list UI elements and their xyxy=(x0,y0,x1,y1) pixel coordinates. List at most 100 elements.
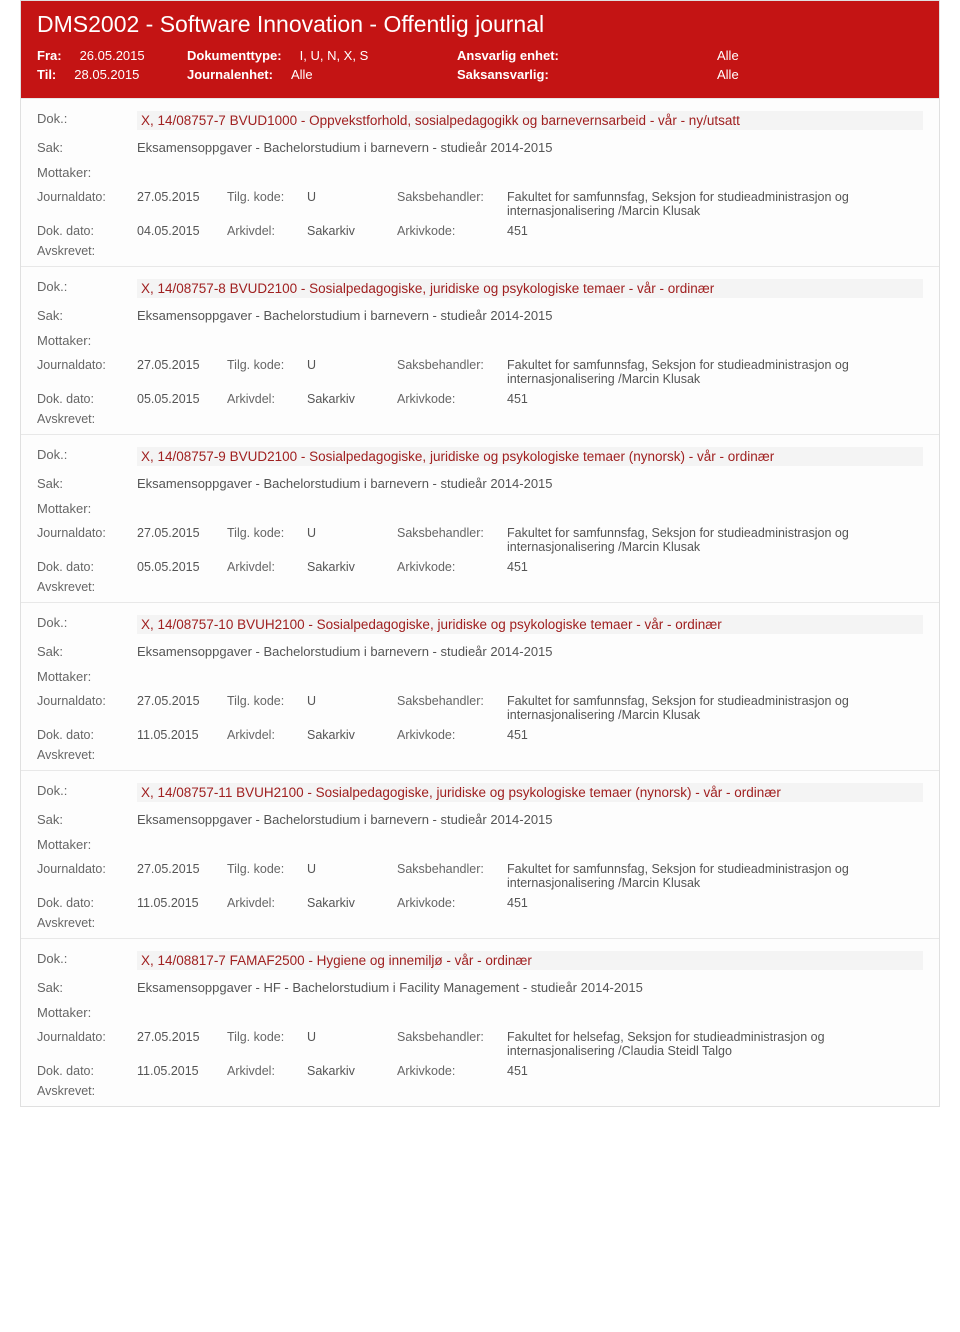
dokdato-value: 05.05.2015 xyxy=(137,560,227,574)
tilgkode-value: U xyxy=(307,526,397,540)
dokdato-label: Dok. dato: xyxy=(37,224,137,238)
journaldato-label: Journaldato: xyxy=(37,526,137,540)
journaldato-value: 27.05.2015 xyxy=(137,694,227,708)
arkivdel-label: Arkivdel: xyxy=(227,728,307,742)
dok-label: Dok.: xyxy=(37,447,137,466)
journaldato-value: 27.05.2015 xyxy=(137,526,227,540)
dok-value: X, 14/08757-11 BVUH2100 - Sosialpedagogi… xyxy=(137,783,923,802)
journal-entry: Dok.: X, 14/08817-7 FAMAF2500 - Hygiene … xyxy=(21,938,939,1106)
journaldato-value: 27.05.2015 xyxy=(137,190,227,204)
sak-label: Sak: xyxy=(37,812,137,827)
mottaker-label: Mottaker: xyxy=(37,501,137,516)
arkivkode-value: 451 xyxy=(507,224,923,238)
dok-value: X, 14/08757-7 BVUD1000 - Oppvekstforhold… xyxy=(137,111,923,130)
entries-container: Dok.: X, 14/08757-7 BVUD1000 - Oppvekstf… xyxy=(21,98,939,1106)
dokdato-label: Dok. dato: xyxy=(37,896,137,910)
journalenhet-value: Alle xyxy=(291,67,313,82)
saksbehandler-value: Fakultet for samfunnsfag, Seksjon for st… xyxy=(507,190,923,218)
avskrevet-label: Avskrevet: xyxy=(37,412,923,426)
tilgkode-value: U xyxy=(307,190,397,204)
arkivdel-value: Sakarkiv xyxy=(307,560,397,574)
saksbehandler-value: Fakultet for helsefag, Seksjon for studi… xyxy=(507,1030,923,1058)
saksbehandler-label: Saksbehandler: xyxy=(397,862,507,876)
avskrevet-label: Avskrevet: xyxy=(37,580,923,594)
avskrevet-label: Avskrevet: xyxy=(37,244,923,258)
arkivkode-label: Arkivkode: xyxy=(397,896,507,910)
saksbehandler-value: Fakultet for samfunnsfag, Seksjon for st… xyxy=(507,358,923,386)
dok-value: X, 14/08757-8 BVUD2100 - Sosialpedagogis… xyxy=(137,279,923,298)
sak-value: Eksamensoppgaver - Bachelorstudium i bar… xyxy=(137,476,553,491)
avskrevet-label: Avskrevet: xyxy=(37,748,923,762)
doktype-label: Dokumenttype: xyxy=(187,48,282,63)
fra-value: 26.05.2015 xyxy=(80,48,145,63)
arkivdel-value: Sakarkiv xyxy=(307,896,397,910)
dokdato-value: 05.05.2015 xyxy=(137,392,227,406)
saksbehandler-label: Saksbehandler: xyxy=(397,694,507,708)
sak-value: Eksamensoppgaver - Bachelorstudium i bar… xyxy=(137,308,553,323)
journal-entry: Dok.: X, 14/08757-7 BVUD1000 - Oppvekstf… xyxy=(21,98,939,266)
dokdato-value: 11.05.2015 xyxy=(137,1064,227,1078)
journalenhet-label: Journalenhet: xyxy=(187,67,273,82)
journaldato-value: 27.05.2015 xyxy=(137,358,227,372)
dok-value: X, 14/08817-7 FAMAF2500 - Hygiene og inn… xyxy=(137,951,923,970)
journal-entry: Dok.: X, 14/08757-11 BVUH2100 - Sosialpe… xyxy=(21,770,939,938)
arkivdel-value: Sakarkiv xyxy=(307,224,397,238)
journal-entry: Dok.: X, 14/08757-10 BVUH2100 - Sosialpe… xyxy=(21,602,939,770)
ansvenhet-value: Alle xyxy=(717,48,739,63)
dokdato-value: 04.05.2015 xyxy=(137,224,227,238)
arkivdel-label: Arkivdel: xyxy=(227,224,307,238)
dok-label: Dok.: xyxy=(37,279,137,298)
arkivdel-label: Arkivdel: xyxy=(227,560,307,574)
saksbehandler-value: Fakultet for samfunnsfag, Seksjon for st… xyxy=(507,526,923,554)
dokdato-label: Dok. dato: xyxy=(37,1064,137,1078)
mottaker-label: Mottaker: xyxy=(37,837,137,852)
saksbehandler-value: Fakultet for samfunnsfag, Seksjon for st… xyxy=(507,862,923,890)
avskrevet-label: Avskrevet: xyxy=(37,1084,923,1098)
sak-label: Sak: xyxy=(37,308,137,323)
tilgkode-value: U xyxy=(307,1030,397,1044)
sak-value: Eksamensoppgaver - Bachelorstudium i bar… xyxy=(137,644,553,659)
tilgkode-value: U xyxy=(307,358,397,372)
fra-label: Fra: xyxy=(37,48,62,63)
tilgkode-label: Tilg. kode: xyxy=(227,358,307,372)
arkivdel-value: Sakarkiv xyxy=(307,392,397,406)
arkivkode-value: 451 xyxy=(507,560,923,574)
sak-label: Sak: xyxy=(37,476,137,491)
sak-label: Sak: xyxy=(37,644,137,659)
journaldato-label: Journaldato: xyxy=(37,862,137,876)
arkivkode-label: Arkivkode: xyxy=(397,560,507,574)
dok-value: X, 14/08757-9 BVUD2100 - Sosialpedagogis… xyxy=(137,447,923,466)
saksbehandler-value: Fakultet for samfunnsfag, Seksjon for st… xyxy=(507,694,923,722)
arkivkode-label: Arkivkode: xyxy=(397,224,507,238)
journaldato-label: Journaldato: xyxy=(37,190,137,204)
dokdato-value: 11.05.2015 xyxy=(137,728,227,742)
sak-value: Eksamensoppgaver - Bachelorstudium i bar… xyxy=(137,812,553,827)
journaldato-label: Journaldato: xyxy=(37,1030,137,1044)
mottaker-label: Mottaker: xyxy=(37,333,137,348)
dok-label: Dok.: xyxy=(37,951,137,970)
tilgkode-value: U xyxy=(307,862,397,876)
arkivdel-label: Arkivdel: xyxy=(227,896,307,910)
dokdato-label: Dok. dato: xyxy=(37,392,137,406)
arkivdel-value: Sakarkiv xyxy=(307,1064,397,1078)
header-meta: Fra: 26.05.2015 Dokumenttype: I, U, N, X… xyxy=(37,48,923,86)
til-label: Til: xyxy=(37,67,56,82)
arkivkode-label: Arkivkode: xyxy=(397,1064,507,1078)
tilgkode-label: Tilg. kode: xyxy=(227,1030,307,1044)
saksbehandler-label: Saksbehandler: xyxy=(397,1030,507,1044)
arkivkode-value: 451 xyxy=(507,1064,923,1078)
dokdato-label: Dok. dato: xyxy=(37,728,137,742)
saksbehandler-label: Saksbehandler: xyxy=(397,526,507,540)
journal-entry: Dok.: X, 14/08757-9 BVUD2100 - Sosialped… xyxy=(21,434,939,602)
journal-page: DMS2002 - Software Innovation - Offentli… xyxy=(20,0,940,1107)
saksbehandler-label: Saksbehandler: xyxy=(397,358,507,372)
mottaker-label: Mottaker: xyxy=(37,165,137,180)
dok-value: X, 14/08757-10 BVUH2100 - Sosialpedagogi… xyxy=(137,615,923,634)
sak-label: Sak: xyxy=(37,980,137,995)
journaldato-label: Journaldato: xyxy=(37,358,137,372)
arkivkode-value: 451 xyxy=(507,728,923,742)
doktype-value: I, U, N, X, S xyxy=(300,48,369,63)
mottaker-label: Mottaker: xyxy=(37,1005,137,1020)
mottaker-label: Mottaker: xyxy=(37,669,137,684)
arkivdel-label: Arkivdel: xyxy=(227,392,307,406)
